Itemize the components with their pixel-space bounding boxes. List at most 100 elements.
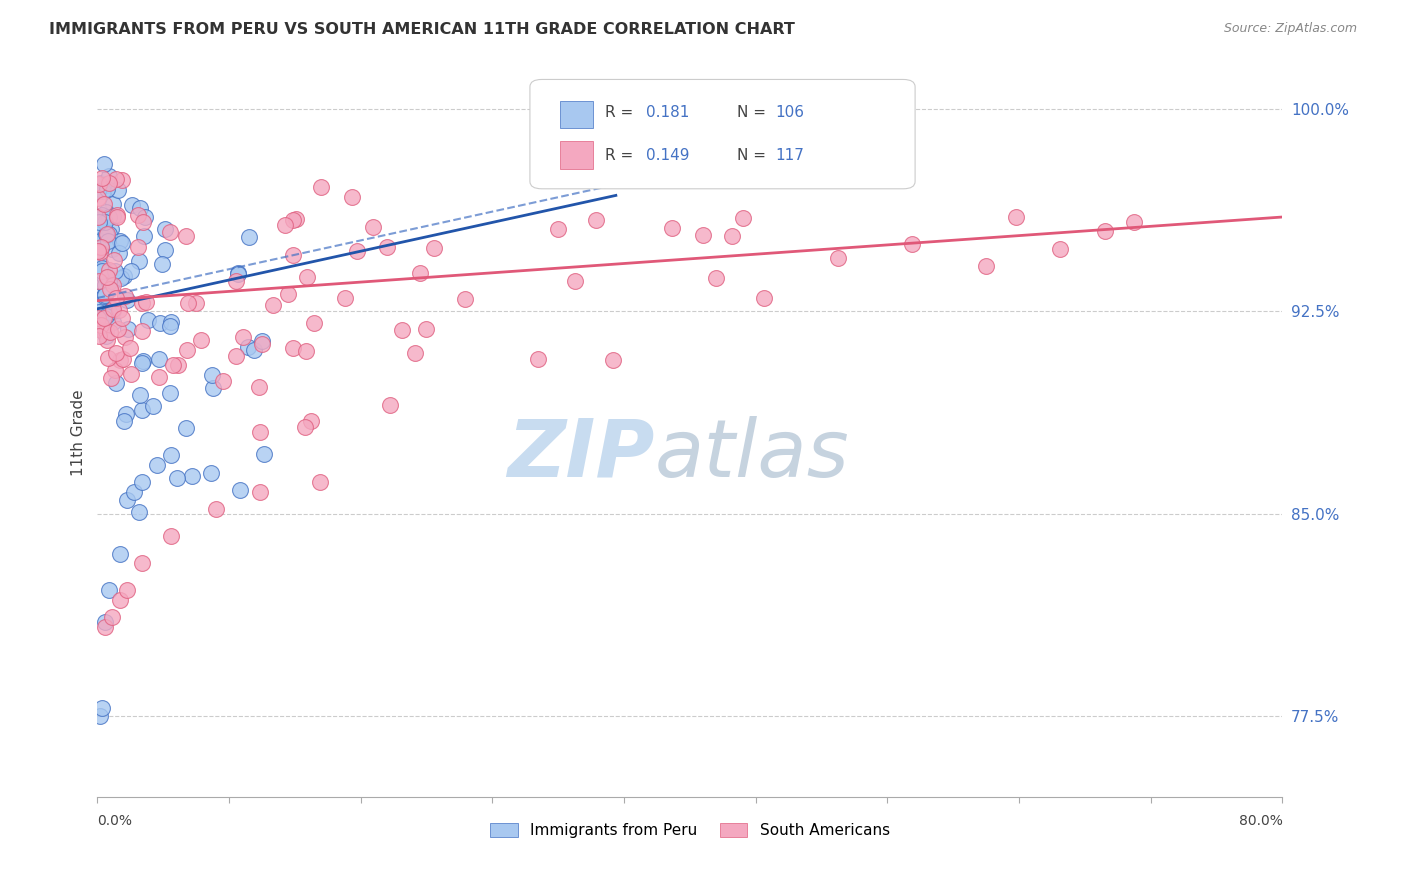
Point — [153, 222, 176, 236]
Point — [176, 343, 198, 357]
Point — [115, 407, 138, 421]
Point — [159, 318, 181, 333]
Point — [108, 548, 131, 562]
Point — [87, 328, 110, 343]
Point — [602, 353, 624, 368]
Point — [752, 291, 775, 305]
Point — [96, 204, 118, 219]
Point — [93, 231, 115, 245]
Point — [87, 310, 110, 325]
Point — [236, 340, 259, 354]
Point — [90, 701, 112, 715]
Point — [94, 287, 117, 301]
Point — [89, 211, 111, 226]
Point — [93, 196, 115, 211]
Point — [90, 242, 112, 256]
Point — [97, 275, 120, 289]
Point — [302, 316, 325, 330]
Point — [89, 177, 111, 191]
Point — [118, 341, 141, 355]
Point — [104, 291, 127, 305]
Point — [97, 262, 120, 277]
Point — [309, 180, 332, 194]
Point — [205, 501, 228, 516]
Point — [1123, 215, 1146, 229]
Point — [281, 213, 304, 227]
FancyBboxPatch shape — [530, 79, 915, 189]
Point — [94, 615, 117, 629]
Point — [166, 471, 188, 485]
Point — [89, 245, 111, 260]
Point — [87, 274, 110, 288]
Point — [93, 289, 115, 303]
Point — [249, 485, 271, 500]
Point — [91, 170, 114, 185]
Point — [104, 264, 127, 278]
Point — [342, 189, 364, 203]
Point — [107, 322, 129, 336]
Point — [162, 358, 184, 372]
Point — [202, 381, 225, 395]
Point — [97, 351, 120, 365]
Point — [98, 227, 121, 242]
Text: 106: 106 — [775, 105, 804, 120]
Point — [249, 425, 271, 439]
Point — [107, 183, 129, 197]
Point — [117, 293, 139, 307]
Point — [93, 289, 115, 303]
Point — [159, 225, 181, 239]
Point — [103, 301, 125, 316]
FancyBboxPatch shape — [560, 101, 593, 128]
Point — [134, 211, 156, 225]
Point — [547, 221, 569, 235]
Point — [132, 215, 155, 229]
Point — [94, 214, 117, 228]
Point — [453, 293, 475, 307]
Point — [333, 291, 356, 305]
Point — [134, 228, 156, 243]
Point — [238, 230, 260, 244]
Point — [91, 210, 114, 224]
Point — [704, 270, 727, 285]
Point — [692, 227, 714, 242]
Point — [378, 398, 401, 412]
Text: 0.149: 0.149 — [647, 148, 689, 162]
Point — [100, 222, 122, 236]
Point — [308, 475, 330, 489]
Point — [201, 368, 224, 382]
Point — [377, 240, 399, 254]
FancyBboxPatch shape — [560, 142, 593, 169]
Point — [101, 210, 124, 224]
Point — [91, 317, 114, 331]
Point — [89, 176, 111, 190]
Point — [101, 242, 124, 256]
Point — [299, 414, 322, 428]
Point — [87, 184, 110, 198]
Point — [585, 213, 607, 227]
Point — [96, 328, 118, 343]
Point — [111, 173, 134, 187]
Point — [114, 330, 136, 344]
Point — [391, 323, 413, 337]
Point — [90, 208, 112, 222]
Point — [101, 197, 124, 211]
Point — [93, 324, 115, 338]
Point — [96, 178, 118, 192]
Point — [262, 298, 284, 312]
Point — [111, 236, 134, 251]
Text: N =: N = — [737, 148, 772, 162]
Point — [159, 315, 181, 329]
Point — [249, 380, 271, 394]
Point — [200, 466, 222, 480]
Legend: Immigrants from Peru, South Americans: Immigrants from Peru, South Americans — [484, 817, 896, 845]
Point — [131, 324, 153, 338]
Point — [96, 227, 118, 241]
Text: R =: R = — [605, 105, 638, 120]
Point — [1049, 243, 1071, 257]
Point — [180, 468, 202, 483]
Point — [98, 582, 121, 597]
Point — [128, 388, 150, 402]
Point — [166, 359, 188, 373]
Point — [225, 274, 247, 288]
Point — [112, 414, 135, 428]
